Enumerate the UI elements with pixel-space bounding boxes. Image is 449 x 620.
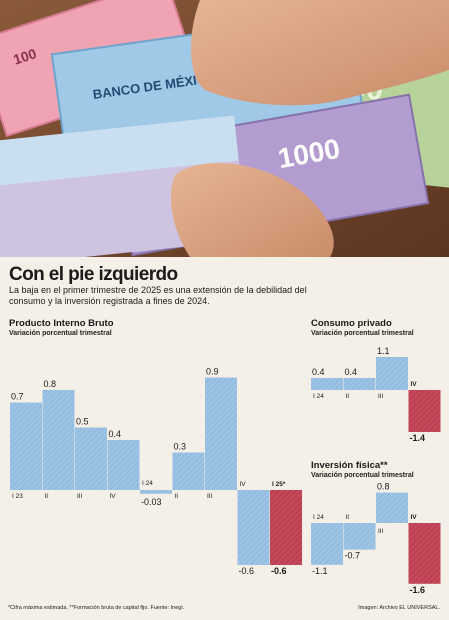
value-label-0-6: 0.9: [206, 367, 219, 377]
category-label-1-0: I 24: [313, 393, 324, 400]
bar-2-1: [343, 523, 376, 550]
bar-1-3: [408, 390, 441, 432]
bar-0-5: [172, 452, 205, 490]
banknotes-photo: 100 200 BANCO DE MÉXICO 500 1000: [0, 0, 449, 257]
footnote: *Cifra máxima estimada. **Formación brut…: [8, 605, 185, 611]
value-label-2-0: -1.1: [312, 566, 328, 576]
page-title: Con el pie izquierdo: [9, 264, 178, 285]
inversion-chart-subtitle: Variación porcentual trimestral: [311, 472, 414, 479]
bar-0-7: [237, 490, 270, 565]
value-label-0-7: -0.6: [239, 566, 255, 576]
category-label-2-1: II: [346, 514, 350, 521]
bar-1-2: [376, 357, 408, 390]
category-label-0-0: I 23: [12, 493, 23, 500]
value-label-2-2: 0.8: [377, 482, 390, 492]
value-label-0-4: -0.03: [141, 497, 162, 507]
bar-2-2: [376, 492, 408, 523]
pib-chart-subtitle: Variación porcentual trimestral: [9, 330, 112, 337]
inversion-chart-title: Inversión física**: [311, 460, 388, 471]
bar-2-3: [408, 523, 441, 584]
category-label-2-0: I 24: [313, 514, 324, 521]
consumo-chart-subtitle: Variación porcentual trimestral: [311, 330, 414, 337]
category-label-0-6: III: [207, 493, 213, 500]
bar-1-0: [311, 378, 343, 390]
page-subtitle: La baja en el primer trimestre de 2025 e…: [9, 285, 307, 306]
value-label-1-3: -1.4: [410, 433, 426, 443]
category-label-0-5: II: [175, 493, 179, 500]
bar-0-2: [75, 427, 107, 490]
value-label-0-1: 0.8: [44, 379, 57, 389]
hand-top: [190, 0, 449, 106]
value-label-1-0: 0.4: [312, 367, 325, 377]
bar-0-4: [140, 490, 172, 494]
svg-text:100: 100: [11, 45, 38, 68]
bar-1-1: [343, 378, 376, 390]
value-label-0-3: 0.4: [109, 429, 122, 439]
hand-bottom: [170, 163, 334, 257]
value-label-1-1: 0.4: [345, 367, 358, 377]
consumo-chart-title: Consumo privado: [311, 318, 392, 329]
image-credit: Imagen: Archivo EL UNIVERSAL.: [358, 605, 440, 611]
category-label-0-7: IV: [240, 481, 247, 488]
category-label-1-2: III: [378, 393, 384, 400]
bar-2-0: [311, 523, 343, 565]
bar-0-0: [10, 402, 42, 490]
value-label-0-5: 0.3: [174, 442, 187, 452]
category-label-0-1: II: [45, 493, 49, 500]
category-label-1-1: II: [346, 393, 350, 400]
value-label-1-2: 1.1: [377, 346, 390, 356]
value-label-0-8: -0.6: [271, 566, 287, 576]
bar-0-1: [42, 390, 75, 490]
category-label-0-2: III: [77, 493, 83, 500]
category-label-0-4: I 24: [142, 480, 153, 487]
value-label-2-3: -1.6: [410, 585, 426, 595]
category-label-0-8: I 25*: [272, 481, 286, 488]
value-label-2-1: -0.7: [345, 551, 361, 561]
category-label-1-3: IV: [411, 381, 418, 388]
category-label-0-3: IV: [110, 493, 117, 500]
value-label-0-2: 0.5: [76, 417, 89, 427]
value-label-0-0: 0.7: [11, 392, 24, 402]
category-label-2-2: III: [378, 528, 384, 535]
bar-0-8: [270, 490, 302, 565]
category-label-2-3: IV: [411, 514, 418, 521]
bar-0-6: [205, 377, 237, 490]
bar-0-3: [107, 440, 140, 490]
pib-chart-title: Producto Interno Bruto: [9, 318, 114, 329]
